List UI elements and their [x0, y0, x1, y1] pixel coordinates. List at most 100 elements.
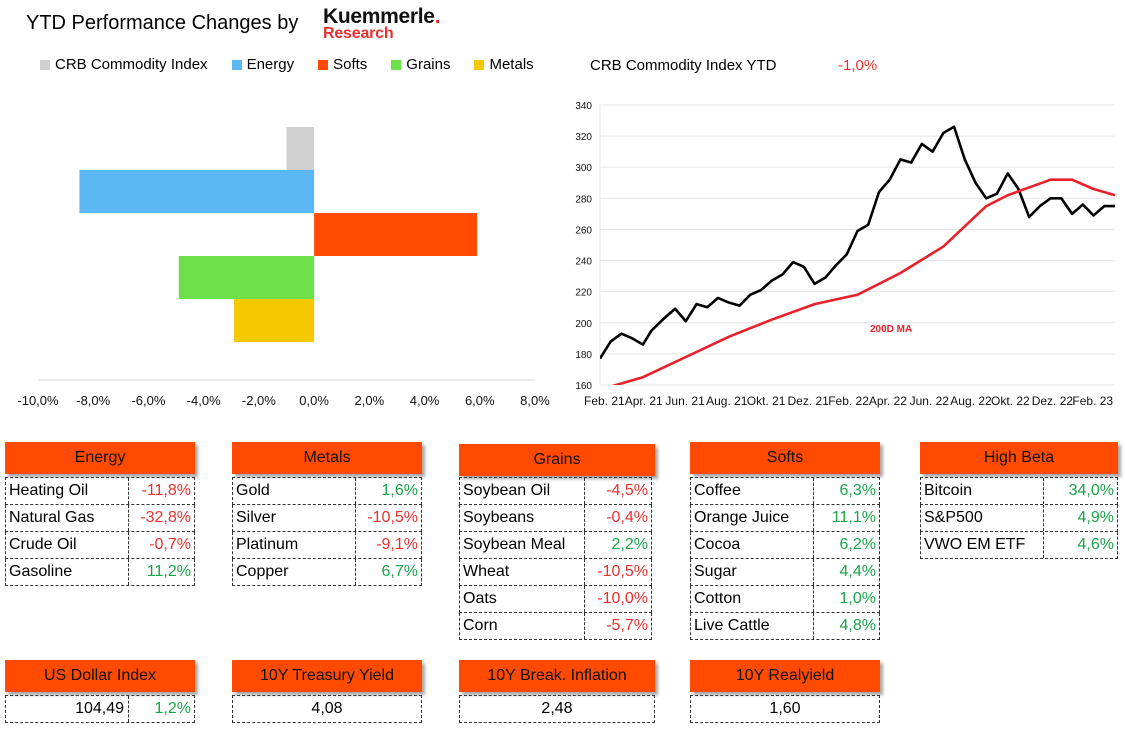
- x-tick-label: Feb. 21: [584, 394, 625, 408]
- indicator-row: 2,48: [459, 695, 655, 723]
- indicator-value: 104,49: [6, 696, 129, 722]
- row-label: VWO EM ETF: [921, 532, 1044, 558]
- legend-item-energy: Energy: [231, 56, 295, 73]
- table-high-beta: High Beta Bitcoin 34,0% S&P500 4,9% VWO EM E…: [920, 442, 1118, 559]
- indicator-row: 104,49 1,2%: [5, 695, 195, 723]
- y-tick-label: 280: [575, 194, 592, 205]
- row-value: 4,8%: [839, 617, 876, 634]
- table-grains: Grains Soybean Oil -4,5% Soybeans -0,4% Soyb…: [459, 444, 655, 640]
- table-metals: Metals Gold 1,6% Silver -10,5% Platinum -9,1%…: [232, 442, 422, 586]
- indicator-header: 10Y Realyield: [690, 660, 880, 692]
- table-rows: Gold 1,6% Silver -10,5% Platinum -9,1% Copper 6…: [232, 477, 422, 586]
- x-tick-label: 4,0%: [410, 393, 440, 408]
- row-label: Soybean Oil: [460, 478, 585, 504]
- row-label: Silver: [233, 505, 356, 531]
- row-label: Live Cattle: [691, 613, 814, 639]
- table-row: Soybean Meal 2,2%: [459, 532, 652, 559]
- legend-swatch: [474, 59, 485, 70]
- bar-softs: [314, 213, 478, 256]
- x-tick-label: Apr. 21: [625, 394, 663, 408]
- legend-swatch: [318, 59, 329, 70]
- indicator-10y-breakeven: 10Y Break. Inflation 2,48: [459, 660, 655, 723]
- table-row: VWO EM ETF 4,6%: [920, 532, 1118, 559]
- x-tick-label: Jun. 21: [665, 394, 705, 408]
- table-energy: Energy Heating Oil -11,8% Natural Gas -32,8…: [5, 442, 195, 586]
- table-header: Grains: [459, 444, 655, 476]
- row-label: Soybean Meal: [460, 532, 585, 558]
- row-label: Bitcoin: [921, 478, 1044, 504]
- y-tick-label: 240: [575, 257, 592, 268]
- table-row: Bitcoin 34,0%: [920, 477, 1118, 505]
- legend-label: Metals: [489, 56, 534, 73]
- legend-label: Energy: [246, 56, 295, 73]
- row-value: 2,2%: [611, 536, 648, 553]
- legend-swatch: [391, 59, 402, 70]
- ma-annotation: 200D MA: [870, 324, 912, 335]
- table-row: Live Cattle 4,8%: [690, 613, 880, 640]
- y-tick-label: 260: [575, 225, 592, 236]
- table-header: Energy: [5, 442, 195, 474]
- row-value: -10,0%: [597, 590, 648, 607]
- x-tick-label: Feb. 22: [828, 394, 869, 408]
- row-label: Corn: [460, 613, 585, 639]
- y-tick-label: 180: [575, 350, 592, 361]
- y-tick-label: 200: [575, 319, 592, 330]
- row-label: Heating Oil: [6, 478, 129, 504]
- legend-item-grains: Grains: [391, 56, 450, 73]
- row-value: -0,4%: [606, 509, 648, 526]
- row-value: -9,1%: [376, 536, 418, 553]
- x-tick-label: Aug. 21: [706, 394, 748, 408]
- row-label: Orange Juice: [691, 505, 814, 531]
- row-label: Soybeans: [460, 505, 585, 531]
- x-tick-label: 6,0%: [465, 393, 495, 408]
- x-tick-label: Feb. 23: [1072, 394, 1113, 408]
- table-row: Crude Oil -0,7%: [5, 532, 195, 559]
- indicator-header: 10Y Treasury Yield: [232, 660, 422, 692]
- x-tick-label: -4,0%: [187, 393, 221, 408]
- brand-logo: Kuemmerle. Research: [323, 6, 441, 42]
- indicator-10y-treasury: 10Y Treasury Yield 4,08: [232, 660, 422, 723]
- x-tick-label: -2,0%: [242, 393, 276, 408]
- row-label: Coffee: [691, 478, 814, 504]
- x-tick-label: Dez. 21: [788, 394, 830, 408]
- bar-metals: [234, 299, 315, 342]
- legend-item-metals: Metals: [474, 56, 534, 73]
- row-label: S&P500: [921, 505, 1044, 531]
- row-label: Natural Gas: [6, 505, 129, 531]
- row-value: 6,3%: [839, 482, 876, 499]
- row-label: Oats: [460, 586, 585, 612]
- crb-index-line: [600, 125, 1115, 360]
- x-tick-label: -6,0%: [131, 393, 165, 408]
- table-row: Platinum -9,1%: [232, 532, 422, 559]
- row-value: 1,0%: [839, 590, 876, 607]
- table-row: Gold 1,6%: [232, 477, 422, 505]
- row-value: 6,7%: [381, 563, 418, 580]
- row-label: Gasoline: [6, 559, 129, 585]
- row-value: 1,6%: [381, 482, 418, 499]
- row-label: Copper: [233, 559, 356, 585]
- legend-label: Softs: [333, 56, 368, 73]
- bar-energy: [79, 170, 315, 213]
- line-chart-ytd-value: -1,0%: [838, 57, 878, 74]
- x-tick-label: Okt. 21: [747, 394, 786, 408]
- row-value: -32,8%: [140, 509, 191, 526]
- table-row: Corn -5,7%: [459, 613, 652, 640]
- indicator-change: 1,2%: [154, 700, 191, 717]
- row-value: 11,2%: [146, 563, 191, 580]
- bar-chart: -10,0% -8,0% -6,0% -4,0% -2,0% 0,0% 2,0% 4,0% 6,…: [17, 127, 550, 408]
- row-label: Wheat: [460, 559, 585, 585]
- logo-subtitle: Research: [323, 25, 394, 42]
- bar-grains: [178, 256, 315, 299]
- indicator-value: 4,08: [311, 700, 343, 717]
- table-row: Silver -10,5%: [232, 505, 422, 532]
- table-row: S&P500 4,9%: [920, 505, 1118, 532]
- table-row: Gasoline 11,2%: [5, 559, 195, 586]
- legend-label: Grains: [406, 56, 451, 73]
- table-row: Cotton 1,0%: [690, 586, 880, 613]
- table-rows: Coffee 6,3% Orange Juice 11,1% Cocoa 6,2% Suga…: [690, 477, 880, 640]
- table-row: Wheat -10,5%: [459, 559, 652, 586]
- indicator-value: 2,48: [541, 700, 573, 717]
- y-tick-label: 160: [575, 381, 592, 392]
- x-tick-label: Apr. 22: [869, 394, 907, 408]
